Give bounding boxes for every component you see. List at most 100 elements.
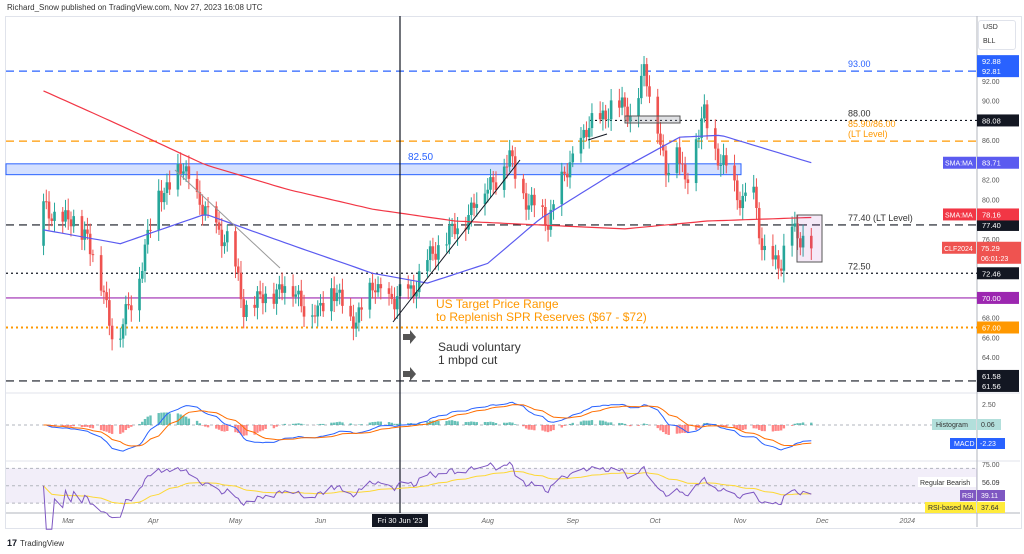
macd-histogram-bar	[505, 422, 509, 425]
macd-histogram-bar	[810, 422, 813, 425]
candle-body	[667, 172, 671, 176]
rsi-tick: 75.00	[982, 462, 1000, 469]
macd-histogram-bar	[330, 422, 333, 425]
macd-histogram-bar	[72, 425, 75, 427]
candle-body	[799, 238, 802, 248]
candle-body	[450, 223, 454, 227]
candle-body	[110, 325, 114, 340]
macd-histogram-bar	[396, 423, 399, 425]
rsi-ma-label: RSI-based MA	[928, 505, 974, 512]
candle-body	[486, 189, 490, 194]
candle-body	[53, 211, 56, 221]
symbol-tag	[942, 241, 976, 254]
macd-histogram-bar	[64, 425, 67, 427]
candle-body	[697, 137, 701, 140]
macd-histogram-bar	[489, 421, 492, 425]
macd-histogram-bar	[242, 425, 245, 436]
macd-value-tag	[977, 438, 1005, 449]
macd-histogram-bar	[291, 423, 295, 425]
candle-body	[313, 315, 317, 317]
candle-body	[760, 238, 764, 251]
candle-body	[376, 284, 380, 293]
rsi-ma-value: 37.64	[981, 505, 999, 512]
level-label: 77.40 (LT Level)	[848, 213, 913, 223]
level-label: (LT Level)	[848, 129, 888, 139]
candle-body	[648, 86, 651, 97]
price-tag-value: 77.40	[982, 221, 1001, 230]
macd-histogram-bar	[541, 425, 544, 431]
macd-histogram-bar	[179, 414, 182, 425]
candle-body	[722, 155, 725, 165]
macd-histogram-bar	[694, 425, 698, 430]
macd-histogram-bar	[585, 420, 588, 425]
rsi-ma-line	[43, 470, 812, 505]
tradingview-logo[interactable]: 17 TradingView	[7, 538, 64, 548]
macd-histogram-bar	[568, 423, 572, 425]
price-tag	[977, 218, 1019, 231]
candle-body	[511, 150, 514, 157]
macd-histogram-bar	[799, 423, 802, 425]
x-tick-label: May	[229, 518, 243, 525]
candle-body	[782, 245, 786, 271]
y-tick-label: 64.00	[982, 355, 1000, 362]
candle-body	[297, 290, 300, 295]
macd-histogram-bar	[620, 423, 624, 425]
candle-body	[256, 291, 259, 308]
macd-histogram-bar	[744, 425, 747, 430]
candle-body	[705, 104, 709, 129]
macd-histogram-bar	[533, 425, 536, 431]
macd-histogram-bar	[524, 425, 528, 429]
macd-histogram-bar	[201, 425, 204, 426]
candle-body	[777, 255, 780, 269]
macd-histogram-bar	[99, 425, 103, 431]
candle-body	[779, 268, 783, 271]
macd-histogram-bar	[69, 425, 73, 427]
macd-histogram-bar	[675, 425, 679, 434]
candle-body	[453, 223, 457, 235]
candle-body	[160, 190, 163, 203]
candle-body	[568, 162, 572, 178]
macd-histogram-bar	[659, 425, 662, 431]
macd-histogram-bar	[379, 421, 383, 425]
level-label: 85.90/86.00	[848, 119, 896, 129]
price-tag-value: 67.00	[982, 324, 1001, 333]
candle-body	[143, 244, 147, 272]
candle-body	[683, 164, 687, 180]
macd-histogram-bar	[335, 422, 339, 425]
histogram-label: Histogram	[936, 422, 968, 429]
macd-histogram-bar	[722, 425, 725, 427]
candle-body	[236, 266, 240, 273]
macd-histogram-bar	[300, 423, 303, 425]
macd-histogram-bar	[272, 425, 276, 429]
price-tag-value: 61.58	[982, 372, 1001, 381]
macd-histogram-bar	[226, 425, 229, 431]
candle-body	[149, 229, 152, 231]
macd-histogram-bar	[88, 425, 92, 428]
candle-body	[541, 205, 544, 208]
price-tag-value: 61.56	[982, 382, 1001, 391]
macd-value: -2.23	[980, 441, 996, 448]
ma-label-tag	[943, 156, 976, 169]
macd-histogram-bar	[470, 421, 473, 425]
macd-histogram-bar	[448, 420, 451, 425]
currency-unit-button[interactable]: USD BLL	[978, 20, 1016, 50]
candle-body	[774, 255, 777, 260]
macd-histogram-bar	[522, 425, 525, 427]
macd-histogram-bar	[790, 425, 794, 426]
candle-body	[598, 113, 602, 120]
countdown-value: 06:01:23	[981, 256, 1008, 263]
rsi-tag	[960, 490, 976, 501]
candle-body	[223, 242, 226, 247]
macd-histogram-bar	[486, 422, 489, 425]
macd-histogram-bar	[511, 422, 514, 425]
candle-body	[206, 206, 210, 208]
macd-histogram-bar	[162, 412, 166, 425]
macd-histogram-bar	[662, 425, 665, 433]
macd-histogram-bar	[376, 421, 380, 425]
macd-histogram-bar	[374, 421, 377, 425]
arrow-right-icon	[403, 367, 416, 381]
candle-body	[431, 246, 435, 254]
candle-body	[483, 193, 487, 205]
price-tag	[977, 208, 1019, 221]
